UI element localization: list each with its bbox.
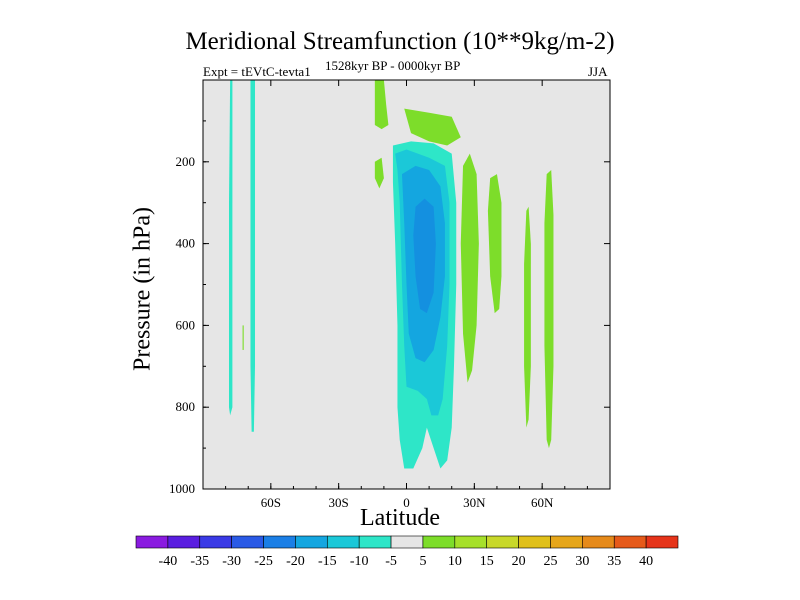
colorbar-swatch	[582, 535, 615, 549]
colorbar-swatch	[231, 535, 264, 549]
chart-title: Meridional Streamfunction (10**9kg/m-2)	[185, 28, 615, 55]
season-label: JJA	[588, 64, 608, 79]
x-tick-label: 60S	[261, 495, 281, 510]
colorbar-label: -20	[286, 554, 305, 569]
colorbar-swatch	[422, 535, 456, 549]
y-tick-label: 200	[176, 154, 196, 169]
colorbar-label: -15	[318, 554, 337, 569]
y-tick-label: 800	[176, 399, 196, 414]
colorbar-label: 20	[512, 554, 526, 569]
colorbar-label: 10	[448, 554, 462, 569]
colorbar: -40 -35 -30 -25 -20 -15 -10 -5 5 10 15 20 25 30 35 40	[135, 535, 679, 569]
contour-region-band-70S-b	[250, 80, 256, 432]
contour-region-band-55N	[524, 206, 531, 428]
colorbar-label: 25	[543, 554, 557, 569]
axes: 60S 30S 0 30N 60N 200 400 600 800 1000	[169, 79, 611, 510]
colorbar-label: -35	[190, 554, 209, 569]
x-tick-label: 30N	[463, 495, 486, 510]
contour-region-upper-15S	[374, 80, 389, 130]
x-tick-label: 0	[403, 495, 410, 510]
colorbar-swatch	[135, 535, 169, 549]
x-axis-label: Latitude	[360, 505, 440, 531]
y-tick-label: 400	[176, 236, 196, 251]
contour-region-upper-left-blob	[374, 157, 384, 189]
colorbar-label: -30	[222, 554, 241, 569]
y-tick-label: 600	[176, 317, 196, 332]
colorbar-label: 30	[575, 554, 589, 569]
contour-fills	[229, 80, 554, 469]
contour-region-band-30N	[460, 153, 479, 383]
colorbar-label: 15	[480, 554, 494, 569]
contour-region-band-62N	[544, 169, 554, 449]
experiment-label: Expt = tEVtC-tevta1	[203, 64, 311, 79]
colorbar-swatch	[167, 535, 201, 549]
colorbar-label: 5	[419, 554, 426, 569]
contour-region-band-38N	[487, 174, 502, 314]
colorbar-label: -25	[254, 554, 273, 569]
colorbar-swatch	[199, 535, 232, 549]
colorbar-swatch	[454, 535, 488, 549]
colorbar-label: 40	[639, 554, 653, 569]
colorbar-swatch	[263, 535, 296, 549]
x-tick-label: 60N	[531, 495, 554, 510]
contour-region-upper-7N	[404, 108, 461, 146]
colorbar-swatch	[390, 535, 424, 549]
colorbar-swatch	[358, 535, 392, 549]
colorbar-swatch	[645, 535, 679, 549]
colorbar-swatch	[326, 535, 360, 549]
colorbar-swatch	[613, 535, 647, 549]
x-tick-label: 30S	[329, 495, 349, 510]
plot-area	[203, 80, 610, 489]
colorbar-swatch	[295, 535, 328, 549]
colorbar-label: -5	[385, 554, 397, 569]
colorbar-label: -40	[159, 554, 178, 569]
contour-region-band-70S-a	[229, 80, 233, 416]
contour-region-spot-72S	[242, 325, 244, 350]
colorbar-swatch	[550, 535, 583, 549]
colorbar-swatch	[518, 535, 551, 549]
chart-subtitle: 1528kyr BP - 0000kyr BP	[325, 58, 461, 73]
colorbar-label: -10	[350, 554, 369, 569]
contour-region-cell-20	[413, 198, 436, 314]
colorbar-swatch	[486, 535, 519, 549]
colorbar-label: 35	[607, 554, 621, 569]
y-tick-label: 1000	[169, 481, 195, 496]
